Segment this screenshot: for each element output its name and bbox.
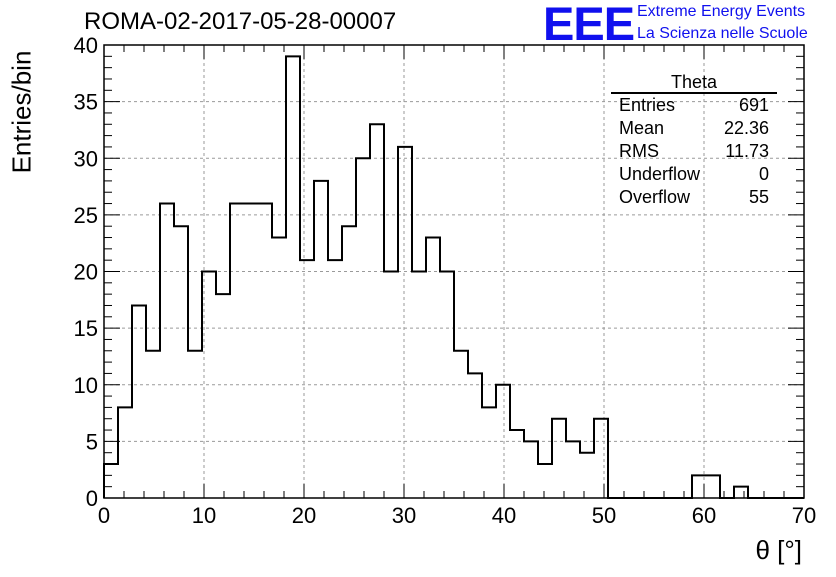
histogram-bin — [566, 441, 580, 498]
stats-row-underflow: Underflow 0 — [611, 163, 777, 186]
histogram-bin — [440, 272, 454, 499]
histogram-bin — [286, 56, 300, 498]
stats-value: 22.36 — [723, 118, 769, 138]
histogram-bin — [118, 407, 132, 498]
x-tick-label: 40 — [492, 503, 516, 528]
histogram-bin — [328, 260, 342, 498]
histogram-bin — [454, 351, 468, 498]
stats-row-entries: Entries 691 — [611, 94, 777, 117]
y-tick-label: 5 — [86, 429, 98, 454]
stats-label: Entries — [619, 95, 676, 115]
stats-row-overflow: Overflow 55 — [611, 186, 777, 209]
histogram-bin — [594, 419, 608, 498]
histogram-outline — [103, 55, 804, 499]
x-tick-label: 60 — [692, 503, 716, 528]
x-tick-label: 30 — [392, 503, 416, 528]
y-tick-label: 10 — [74, 373, 98, 398]
histogram-bin — [300, 260, 314, 498]
histogram-bin — [104, 464, 118, 498]
histogram-bin — [202, 272, 216, 499]
histogram-bin — [244, 204, 258, 498]
histogram-bin — [258, 204, 272, 498]
stats-value: 691 — [738, 95, 769, 115]
x-tick-label: 50 — [592, 503, 616, 528]
histogram-bin — [216, 294, 230, 498]
histogram-bin — [356, 158, 370, 498]
stats-row-rms: RMS 11.73 — [611, 140, 777, 163]
y-tick-label: 35 — [74, 90, 98, 115]
histogram-bin — [538, 464, 552, 498]
histogram-bin — [160, 204, 174, 498]
histogram-bin — [706, 475, 720, 498]
y-tick-label: 15 — [74, 316, 98, 341]
histogram-bin — [496, 385, 510, 498]
histogram-bin — [692, 475, 706, 498]
x-tick-label: 20 — [292, 503, 316, 528]
histogram-bin — [580, 453, 594, 498]
histogram-bin — [552, 419, 566, 498]
stats-value: 0 — [758, 164, 769, 184]
histogram-bin — [482, 407, 496, 498]
histogram-bin — [412, 272, 426, 499]
x-tick-label: 70 — [792, 503, 816, 528]
chart-title: ROMA-02-2017-05-28-00007 — [84, 8, 397, 35]
x-tick-label: 10 — [192, 503, 216, 528]
y-tick-label: 30 — [74, 146, 98, 171]
stats-label: Overflow — [619, 187, 691, 207]
logo-line-1: Extreme Energy Events — [637, 3, 806, 20]
logo-line-2: La Scienza nelle Scuole — [637, 25, 808, 42]
histogram-bin — [384, 272, 398, 499]
stats-value: 11.73 — [725, 141, 769, 161]
histogram-bin — [174, 226, 188, 498]
histogram-bin — [468, 373, 482, 498]
y-tick-label: 0 — [86, 486, 98, 511]
histogram-bin — [188, 351, 202, 498]
x-axis-label: θ [°] — [755, 535, 802, 565]
histogram-bin — [734, 487, 748, 498]
stats-label: Mean — [619, 118, 665, 138]
histogram-bin — [146, 351, 160, 498]
histogram-bin — [524, 441, 538, 498]
histogram-bin — [510, 430, 524, 498]
stats-value: 55 — [748, 187, 769, 207]
stats-label: Underflow — [619, 164, 701, 184]
y-tick-label: 40 — [74, 33, 98, 58]
histogram-bin — [342, 226, 356, 498]
histogram-bin — [132, 305, 146, 498]
eee-logo-letters: EEE — [543, 0, 635, 50]
histogram-bin — [370, 124, 384, 498]
y-tick-label: 20 — [74, 260, 98, 285]
histogram-bin — [230, 204, 244, 498]
stats-box: Theta Entries 691 Mean 22.36 RMS 11.73 U… — [611, 72, 777, 209]
histogram-bin — [426, 238, 440, 498]
histogram-bin — [398, 147, 412, 498]
histogram-bin — [272, 238, 286, 498]
stats-title: Theta — [611, 72, 777, 94]
x-tick-label: 0 — [98, 503, 110, 528]
y-axis-label: Entries/bin — [6, 50, 37, 174]
stats-label: RMS — [619, 141, 659, 161]
stats-row-mean: Mean 22.36 — [611, 117, 777, 140]
histogram-bin — [314, 181, 328, 498]
y-tick-label: 25 — [74, 203, 98, 228]
